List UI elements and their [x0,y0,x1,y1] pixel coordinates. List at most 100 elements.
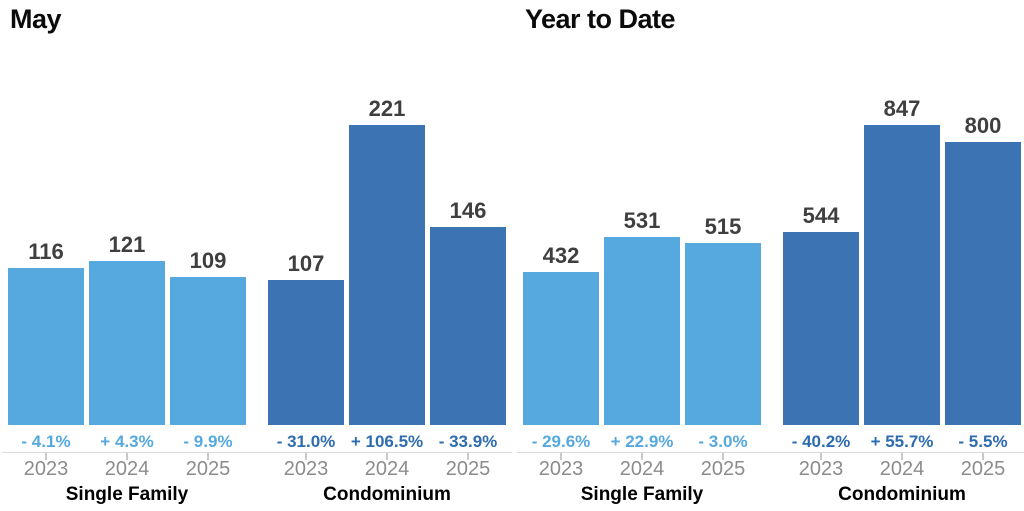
year-label: 2024 [364,458,410,480]
group-label: Single Family [65,484,189,505]
year-label: 2024 [104,458,150,480]
bar-value-label: 107 [287,251,325,276]
pct-row: - 29.6% + 22.9% - 3.0% - 40.2% + 55.7% - 5.5% [523,425,1021,452]
pct-change-label: + 4.3% [100,432,154,451]
year-label: 2025 [700,458,746,480]
bar-value-label: 109 [189,248,227,273]
axis-tick-mark [641,453,643,460]
bar [864,125,940,425]
year-label: 2024 [619,458,665,480]
pct-change-label: - 3.0% [698,432,748,451]
year-cell: 2023 [268,453,344,481]
year-cell: 2023 [8,453,84,481]
bar [685,243,761,425]
year-cell: 2024 [864,453,940,481]
bar [604,237,680,425]
pct-change-label: - 31.0% [276,432,336,451]
bar [8,268,84,425]
year-cell: 2023 [523,453,599,481]
years-row: 2023 2024 2025 2023 2024 2025 [8,453,506,481]
bar [523,272,599,425]
year-cell: 2023 [783,453,859,481]
axis-tick-mark [126,453,128,460]
year-label: 2025 [960,458,1006,480]
bar-column: 544 [783,203,859,425]
bar-group: 107 221 146 [268,96,506,425]
year-cell: 2025 [945,453,1021,481]
bar-column: 800 [945,113,1021,425]
pct-change-label: + 22.9% [610,432,674,451]
group-label: Condominium [838,484,966,505]
year-label: 2025 [445,458,491,480]
bar-value-label: 800 [964,113,1002,138]
bar-value-label: 847 [883,96,921,121]
axis-tick-mark [386,453,388,460]
bar-value-label: 146 [449,198,487,223]
axis-tick-mark [467,453,469,460]
bar-column: 116 [8,239,84,425]
bar [783,232,859,425]
bar [89,261,165,425]
bar-column: 432 [523,243,599,425]
bar-column: 146 [430,198,506,425]
bar-column: 121 [89,232,165,425]
year-label: 2023 [283,458,329,480]
bar-value-label: 121 [108,232,146,257]
bar-group: 432 531 515 [523,208,761,425]
year-label: 2023 [798,458,844,480]
year-label: 2025 [185,458,231,480]
panel-title: Year to Date [525,4,676,34]
bar-value-label: 515 [704,214,742,239]
years-group: 2023 2024 2025 [523,453,761,481]
bar-column: 515 [685,214,761,425]
axis-tick-mark [820,453,822,460]
bar-value-label: 221 [368,96,406,121]
bar-value-label: 544 [802,203,840,228]
bar [268,280,344,425]
pct-change-label: + 106.5% [350,432,424,451]
axis-tick-mark [722,453,724,460]
panel-may: May 116 121 109 107 221 146- 4.1% + 4.3% - 9.9% -… [2,4,512,506]
year-cell: 2025 [430,453,506,481]
year-cell: 2024 [604,453,680,481]
years-group: 2023 2024 2025 [8,453,246,481]
years-group: 2023 2024 2025 [783,453,1021,481]
bar-column: 847 [864,96,940,425]
pct-group: - 4.1% + 4.3% - 9.9% [8,429,246,452]
bar-column: 531 [604,208,680,425]
axis-tick-mark [45,453,47,460]
bar [430,227,506,425]
years-row: 2023 2024 2025 2023 2024 2025 [523,453,1021,481]
group-labels-row: Single Family Condominium [523,484,1021,506]
year-label: 2023 [23,458,69,480]
panel-year-to-date: Year to Date 432 531 515 544 847 800 - 29.6% + 2… [517,4,1024,506]
bar-value-label: 116 [28,239,64,264]
year-cell: 2025 [685,453,761,481]
year-cell: 2025 [170,453,246,481]
pct-group: - 40.2% + 55.7% - 5.5% [783,429,1021,452]
bar-column: 107 [268,251,344,425]
bar [945,142,1021,425]
group-label: Condominium [323,484,451,505]
panel-title: May [10,4,62,34]
years-group: 2023 2024 2025 [268,453,506,481]
bars-row: 116 121 109 107 221 146 [8,42,506,425]
group-label: Single Family [580,484,704,505]
axis-tick-mark [901,453,903,460]
pct-change-label: - 4.1% [21,432,71,451]
bar-column: 221 [349,96,425,425]
year-label: 2023 [538,458,584,480]
axis-tick-mark [305,453,307,460]
x-axis-line [2,452,512,453]
pct-group: - 29.6% + 22.9% - 3.0% [523,429,761,452]
x-axis-line [517,452,1024,453]
axis-tick-mark [207,453,209,460]
bar-column: 109 [170,248,246,425]
axis-tick-mark [560,453,562,460]
year-cell: 2024 [89,453,165,481]
axis-tick-mark [982,453,984,460]
pct-group: - 31.0% + 106.5% - 33.9% [268,429,506,452]
pct-change-label: - 5.5% [958,432,1008,451]
bar [170,277,246,425]
